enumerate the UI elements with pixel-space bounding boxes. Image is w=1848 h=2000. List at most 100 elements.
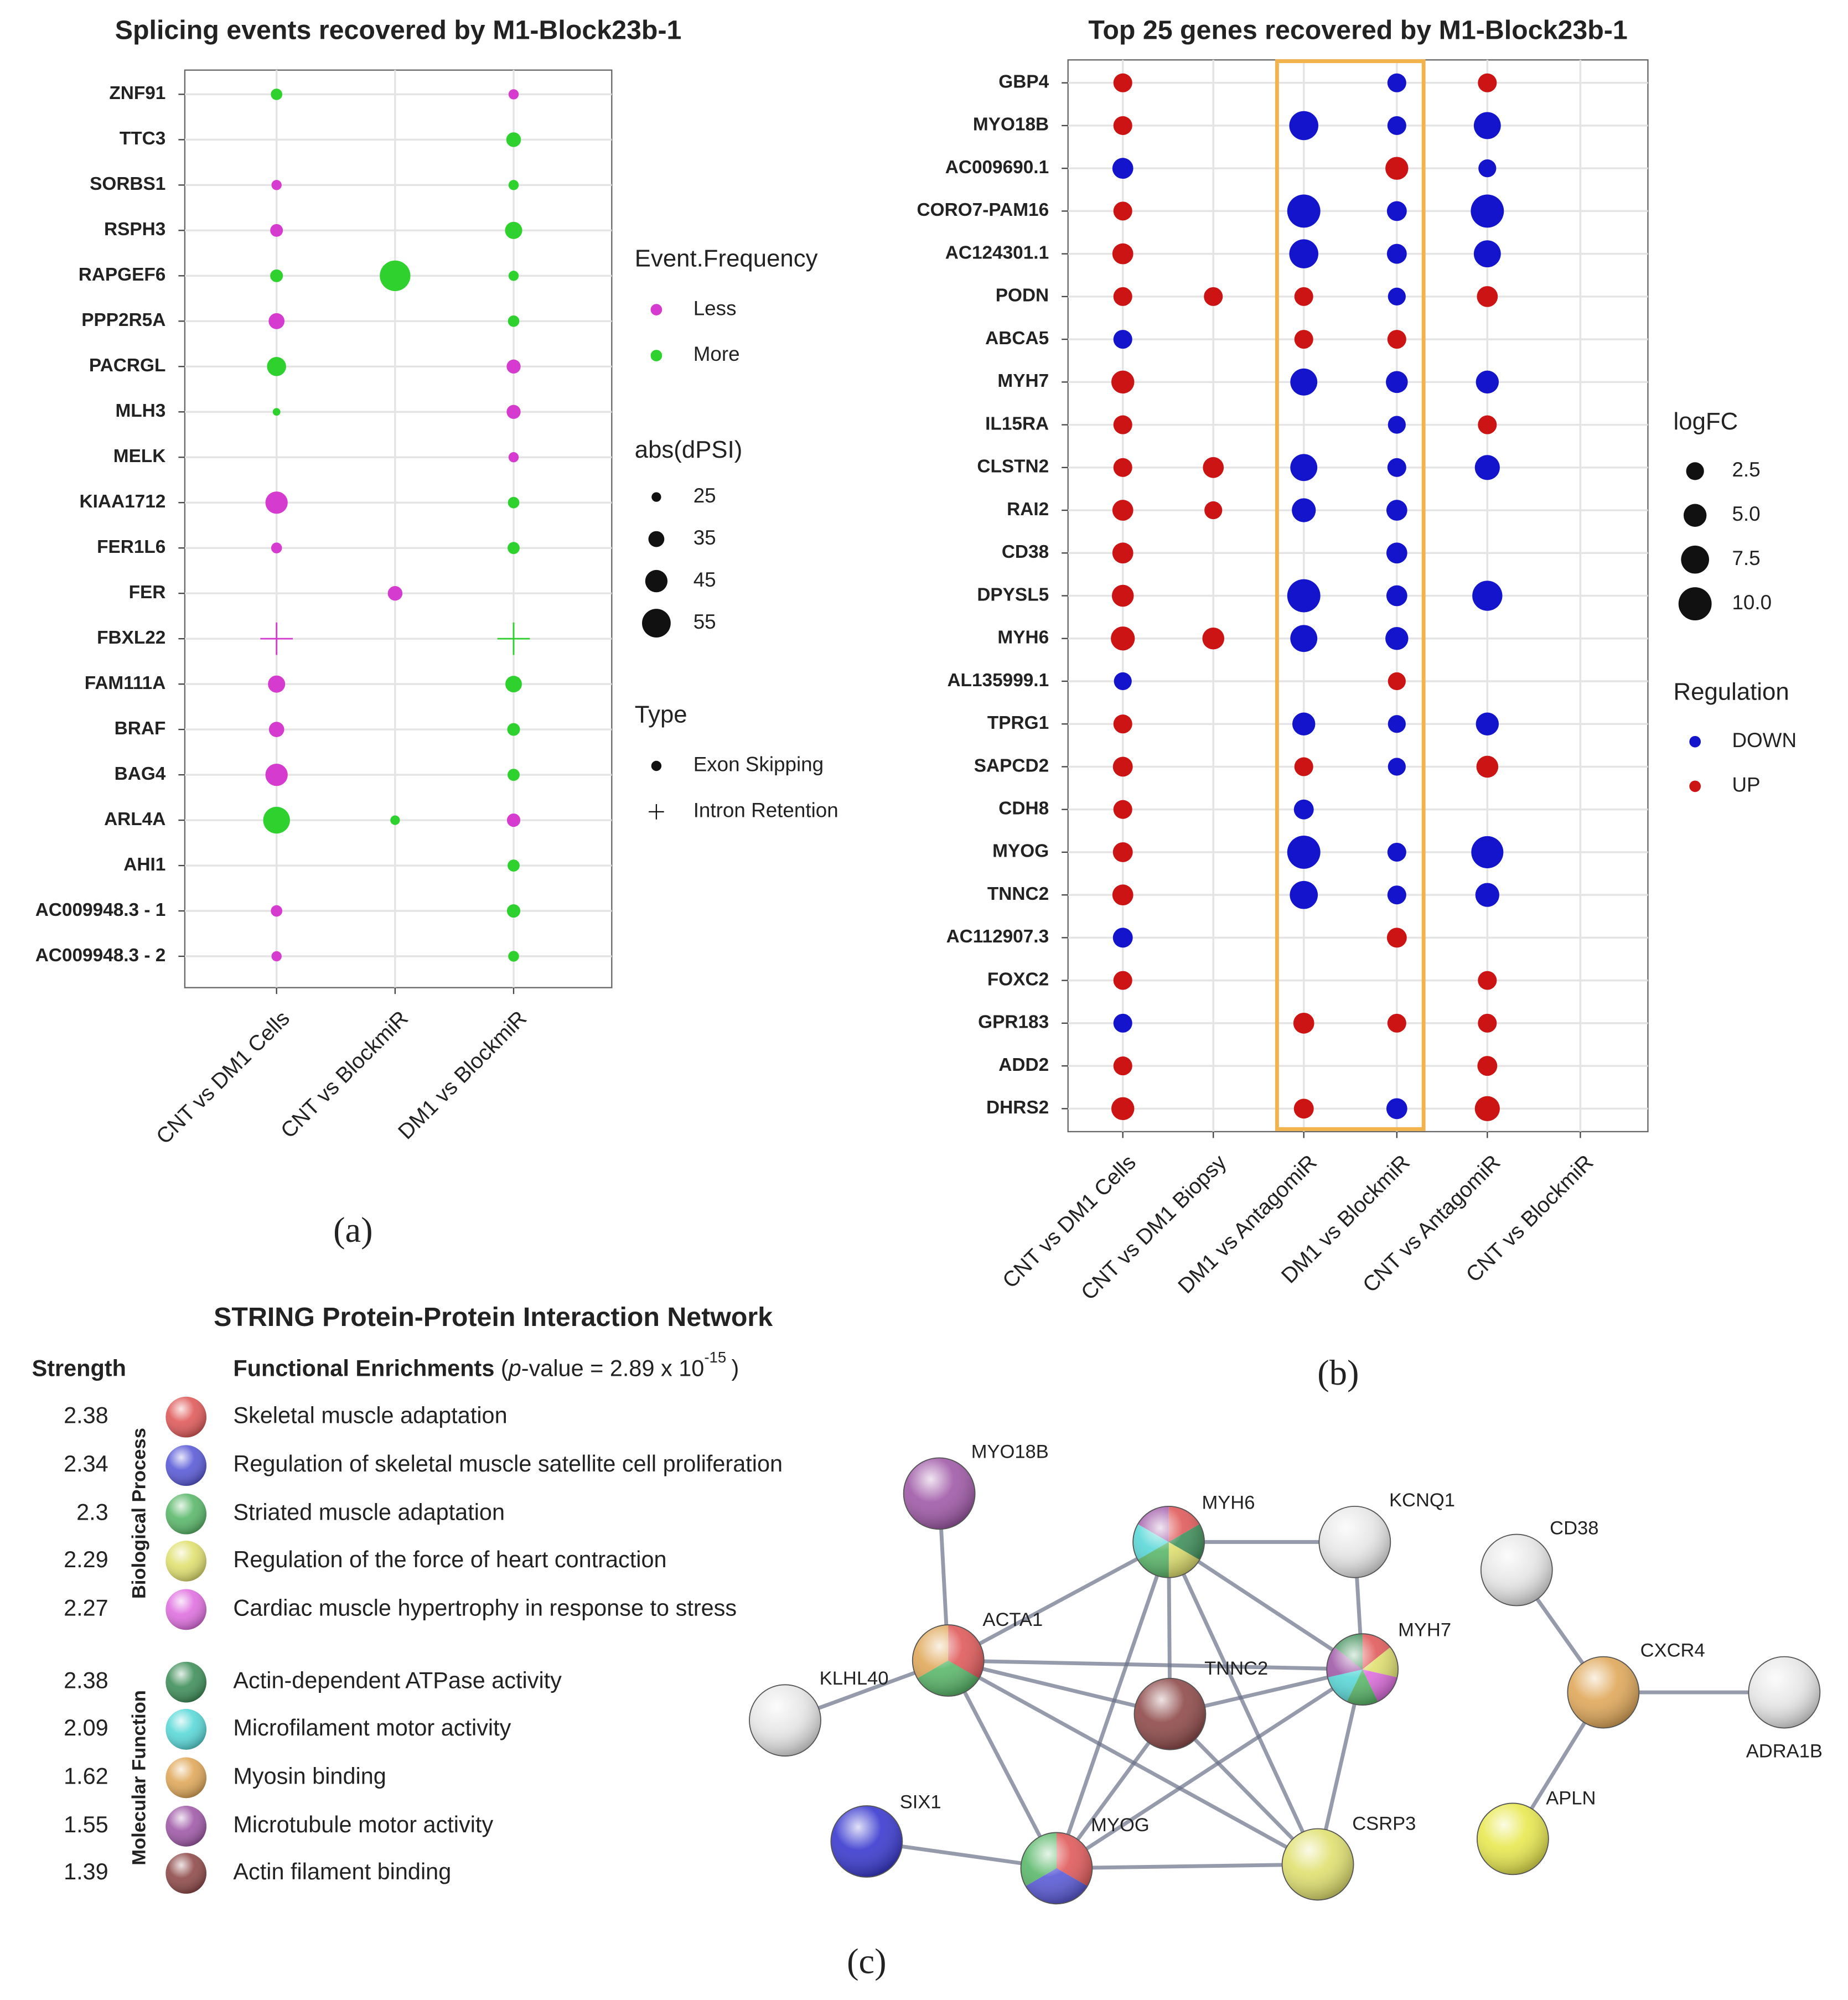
edge: [946, 1659, 1059, 1869]
legend-label: More: [693, 343, 740, 365]
dot: [1113, 1056, 1132, 1076]
legend-label: 2.5: [1732, 458, 1760, 481]
dot: [1289, 111, 1318, 141]
dot: [505, 676, 522, 693]
dot: [1386, 371, 1408, 393]
legend-swatch: [1689, 735, 1701, 748]
x-tick-label: DM1 vs BlockmiR: [394, 1007, 531, 1144]
dot: [1113, 73, 1132, 92]
y-tick-label: TPRG1: [987, 713, 1049, 733]
dot: [506, 359, 521, 374]
y-tick-label: AC124301.1: [945, 242, 1049, 263]
y-tick-label: AC009948.3 - 1: [35, 900, 166, 920]
y-tick-label: GBP4: [998, 72, 1049, 92]
legend-label: 55: [693, 610, 716, 633]
p-open: (: [501, 1355, 509, 1381]
node-label: CD38: [1550, 1517, 1598, 1538]
dot: [507, 723, 520, 736]
node-shine: [1132, 1505, 1205, 1578]
y-tick-label: AL135999.1: [947, 670, 1049, 691]
strength-value: 2.38: [64, 1667, 108, 1693]
swatch-shine: [165, 1757, 207, 1799]
node-shine: [912, 1624, 985, 1697]
p-italic: p: [508, 1355, 521, 1381]
node-label: KCNQ1: [1389, 1490, 1455, 1511]
dot: [1385, 157, 1409, 180]
y-tick-label: FAM111A: [85, 673, 166, 693]
dot: [380, 260, 411, 291]
plot: [184, 69, 613, 988]
network-node: [830, 1805, 903, 1878]
legend-label: 25: [693, 484, 716, 507]
enrichment-term: Skeletal muscle adaptation: [233, 1402, 507, 1428]
dot: [1471, 194, 1504, 228]
edge: [1055, 1667, 1364, 1870]
dot: [390, 815, 400, 825]
network-node: [749, 1684, 821, 1757]
p-text: -value = 2.89 x 10: [521, 1355, 705, 1381]
legend-label: Intron Retention: [693, 799, 838, 822]
y-tick-label: SAPCD2: [974, 755, 1049, 776]
swatch-shine: [165, 1396, 207, 1438]
node-shine: [1318, 1505, 1391, 1578]
dot: [1293, 1099, 1314, 1119]
y-tick-label: AC009690.1: [945, 157, 1049, 178]
dot: [506, 405, 521, 419]
strength-value: 2.3: [76, 1499, 108, 1525]
dot: [1289, 239, 1318, 268]
y-tick-label: CD38: [1002, 542, 1049, 562]
dot: [1287, 579, 1321, 613]
swatch-shine: [165, 1709, 207, 1750]
dot: [508, 271, 519, 281]
panel-label: (b): [1317, 1353, 1359, 1392]
dot: [1202, 627, 1225, 650]
dot: [1386, 585, 1407, 607]
dot: [1388, 672, 1406, 691]
enrichment-term: Actin filament binding: [233, 1858, 451, 1884]
dot: [1287, 194, 1321, 228]
enrichment-term: Striated muscle adaptation: [233, 1499, 505, 1525]
dot: [1386, 201, 1407, 221]
edge: [948, 1659, 1171, 1716]
dot: [1387, 116, 1406, 135]
dot: [1290, 368, 1318, 396]
y-tick-label: IL15RA: [985, 413, 1049, 434]
dot: [1113, 330, 1132, 349]
dot: [1111, 1097, 1135, 1121]
dot: [508, 89, 519, 100]
edge: [1054, 1541, 1171, 1869]
y-tick-label: ZNF91: [109, 83, 165, 103]
dot: [1292, 712, 1316, 735]
dot: [508, 180, 519, 190]
dot: [1114, 672, 1132, 691]
legend-label: 5.0: [1732, 502, 1760, 525]
dot: [1387, 842, 1406, 862]
legend-label: Less: [693, 297, 737, 319]
chart-title: Splicing events recovered by M1-Block23b…: [115, 15, 682, 45]
dot: [271, 180, 282, 190]
node-label: MYOG: [1091, 1815, 1150, 1836]
dot: [1293, 1012, 1314, 1034]
node-shine: [903, 1457, 976, 1530]
dot: [508, 315, 520, 327]
p-exponent: -15: [704, 1349, 726, 1366]
enrichment-term: Actin-dependent ATPase activity: [233, 1667, 562, 1693]
dot: [1287, 835, 1321, 869]
dot: [1387, 885, 1406, 905]
y-tick-label: MYOG: [992, 841, 1049, 862]
strength-value: 1.39: [64, 1858, 108, 1884]
dot: [505, 221, 522, 239]
dot: [1111, 370, 1135, 394]
dot: [1113, 458, 1132, 477]
p-close: ): [731, 1355, 739, 1381]
edge: [947, 1540, 1170, 1662]
dot: [1113, 415, 1132, 434]
swatch-shine: [165, 1445, 207, 1486]
node-shine: [1133, 1677, 1207, 1750]
legend-title: logFC: [1674, 408, 1738, 435]
legend-label: 7.5: [1732, 547, 1760, 569]
dot: [1386, 500, 1407, 521]
dot: [508, 496, 520, 509]
swatch-shine: [165, 1806, 207, 1847]
